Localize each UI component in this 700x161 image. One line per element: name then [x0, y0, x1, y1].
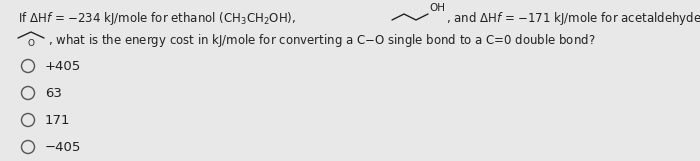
Text: , what is the energy cost in kJ/mole for converting a C$-$O single bond to a C=0: , what is the energy cost in kJ/mole for…	[48, 32, 596, 49]
Text: 171: 171	[45, 114, 71, 127]
Text: +405: +405	[45, 60, 81, 73]
Text: O: O	[28, 39, 35, 48]
Text: If $\Delta$H$\it{f}$ = $-$234 kJ/mole for ethanol (CH$_3$CH$_2$OH),: If $\Delta$H$\it{f}$ = $-$234 kJ/mole fo…	[18, 10, 296, 27]
Text: OH: OH	[429, 3, 445, 13]
Text: , and $\Delta$H$\it{f}$ = $-$171 kJ/mole for acetaldehyde (CH$_3$C(H)=0),: , and $\Delta$H$\it{f}$ = $-$171 kJ/mole…	[446, 10, 700, 27]
Text: 63: 63	[45, 87, 62, 100]
Text: −405: −405	[45, 141, 81, 154]
